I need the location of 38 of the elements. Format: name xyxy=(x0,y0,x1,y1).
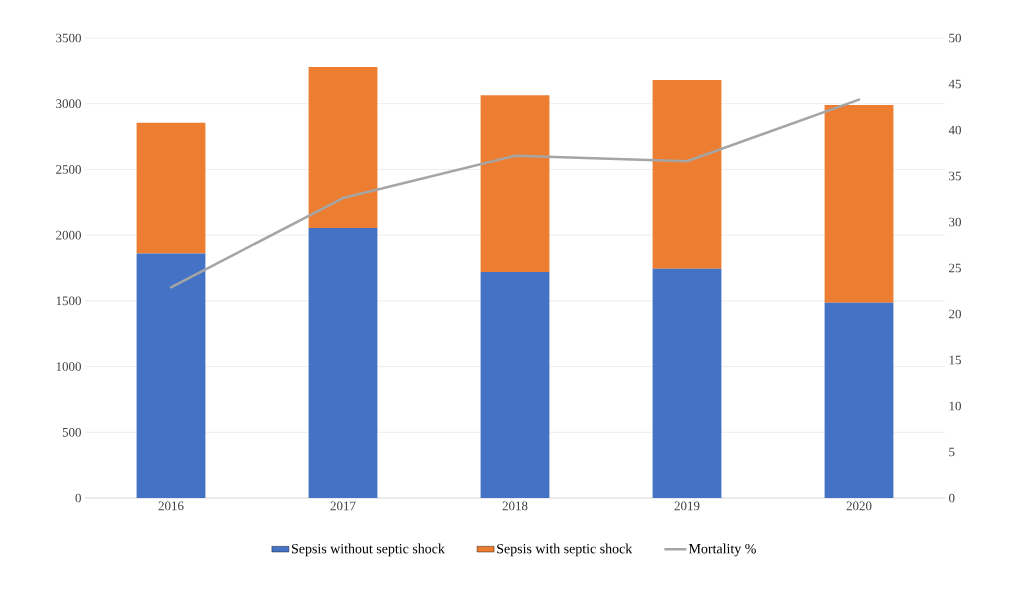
bar xyxy=(652,80,722,269)
y-tick-label: 3500 xyxy=(56,33,81,43)
x-tick-label: 2019 xyxy=(674,501,700,511)
y2-tick-label: 40 xyxy=(948,125,961,135)
bar xyxy=(136,253,206,498)
bar xyxy=(480,95,550,272)
y2-tick-label: 0 xyxy=(949,493,955,503)
y2-tick-label: 5 xyxy=(949,447,955,457)
legend-label: Sepsis with septic shock xyxy=(497,543,633,557)
y-tick-label: 1000 xyxy=(56,362,81,371)
x-tick-label: 2018 xyxy=(502,501,528,511)
y-tick-label: 0 xyxy=(75,493,81,503)
y2-tick-label: 50 xyxy=(949,33,961,43)
y2-tick-label: 35 xyxy=(949,171,961,181)
bar xyxy=(308,66,378,228)
line-series xyxy=(169,98,861,289)
y2-tick-label: 20 xyxy=(949,309,961,319)
y-tick-label: 3000 xyxy=(56,99,81,109)
y2-tick-label: 30 xyxy=(949,217,961,227)
bar xyxy=(480,271,550,498)
y2-tick-label: 10 xyxy=(949,401,961,411)
y-tick-label: 500 xyxy=(62,427,81,437)
legend-label: Sepsis without septic shock xyxy=(291,543,445,557)
y2-tick-label: 25 xyxy=(949,263,961,273)
bar xyxy=(308,227,378,498)
y-tick-label: 2500 xyxy=(56,165,81,174)
y2-tick-label: 45 xyxy=(948,79,961,89)
x-tick-label: 2016 xyxy=(158,501,184,511)
y-tick-label: 1500 xyxy=(56,296,81,306)
legend-label: Mortality % xyxy=(688,543,756,557)
y-tick-label: 2000 xyxy=(56,230,81,240)
x-tick-label: 2020 xyxy=(846,501,872,511)
bar xyxy=(652,268,722,498)
bar xyxy=(136,122,206,254)
y2-tick-label: 15 xyxy=(949,355,961,365)
x-tick-label: 2017 xyxy=(330,501,356,511)
bar xyxy=(824,302,894,498)
bar xyxy=(824,105,894,303)
